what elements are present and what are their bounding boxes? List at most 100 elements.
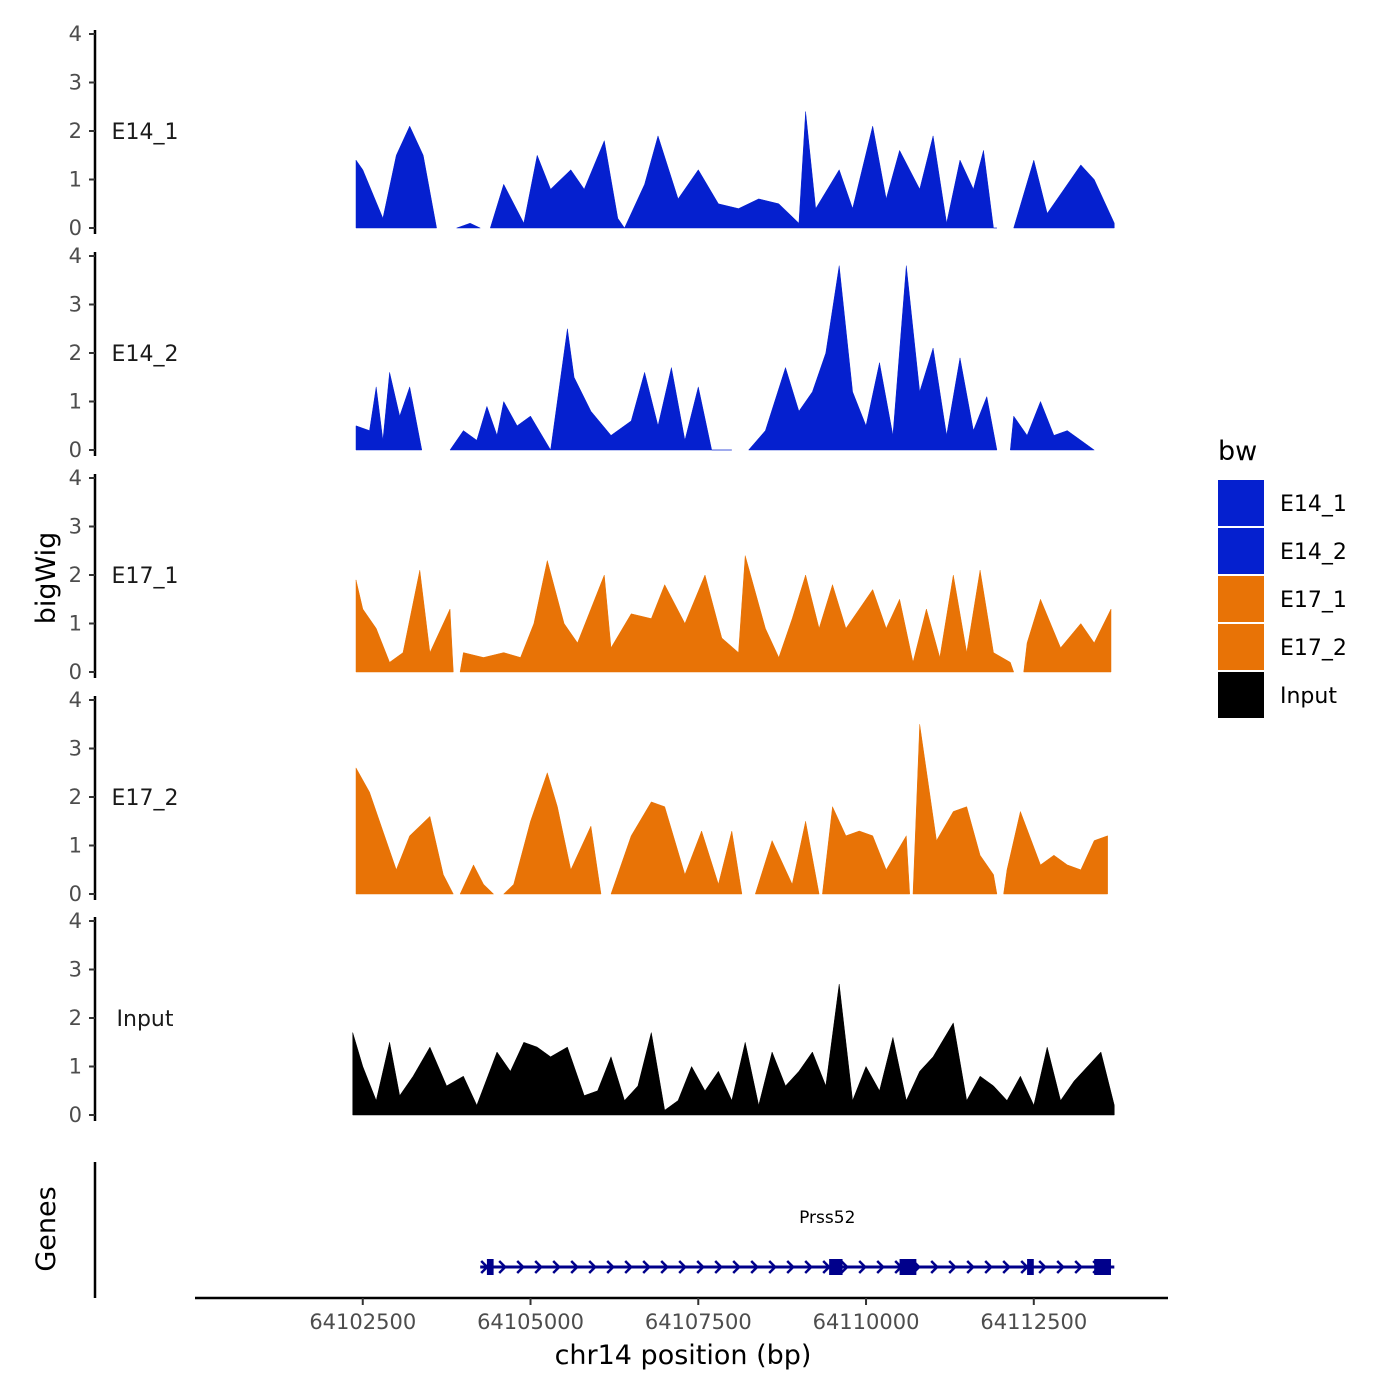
strand-arrow bbox=[516, 1260, 525, 1274]
strand-arrow bbox=[984, 1260, 993, 1274]
coverage-area bbox=[1013, 159, 1115, 229]
y-tick-label: 2 bbox=[69, 341, 82, 365]
x-tick-label: 64110000 bbox=[813, 1310, 920, 1334]
legend-label: E14_1 bbox=[1280, 492, 1347, 517]
y-tick-label: 4 bbox=[69, 466, 82, 490]
y-tick-label: 4 bbox=[69, 22, 82, 46]
gene-exon bbox=[1027, 1259, 1034, 1275]
coverage-area bbox=[503, 771, 602, 895]
strand-arrow bbox=[606, 1260, 615, 1274]
coverage-area bbox=[355, 125, 437, 229]
track-label: Input bbox=[117, 1007, 174, 1032]
strand-arrow bbox=[534, 1260, 543, 1274]
x-tick-label: 64112500 bbox=[980, 1310, 1087, 1334]
strand-arrow bbox=[714, 1260, 723, 1274]
coverage-area bbox=[355, 766, 454, 895]
x-tick-label: 64107500 bbox=[645, 1310, 752, 1334]
track-label: E14_1 bbox=[112, 120, 179, 145]
gene-track: Genes Prss52 bbox=[31, 1162, 1115, 1298]
legend-label: E17_2 bbox=[1280, 636, 1347, 661]
coverage-area bbox=[822, 805, 910, 895]
track-e14-2: 0 1 2 3 4 E14_2 bbox=[69, 244, 1095, 462]
strand-arrow bbox=[570, 1260, 579, 1274]
strand-arrow bbox=[642, 1260, 651, 1274]
gene-exon bbox=[899, 1259, 917, 1275]
strand-arrow bbox=[1038, 1260, 1047, 1274]
legend-label: E14_2 bbox=[1280, 540, 1347, 565]
y-tick-label: 2 bbox=[69, 563, 82, 587]
y-tick-label: 3 bbox=[69, 515, 82, 539]
legend-label: Input bbox=[1280, 684, 1337, 709]
coverage-area bbox=[610, 801, 743, 895]
strand-arrow bbox=[624, 1260, 633, 1274]
y-tick-label: 3 bbox=[69, 958, 82, 982]
coverage-area bbox=[459, 864, 495, 895]
legend-title: bw bbox=[1218, 436, 1257, 467]
track-label: E17_2 bbox=[112, 786, 179, 811]
y-tick-label: 1 bbox=[69, 612, 82, 636]
x-tick-label: 64105000 bbox=[477, 1310, 584, 1334]
coverage-area bbox=[489, 111, 997, 229]
legend-swatch bbox=[1218, 528, 1264, 574]
legend: bw E14_1 E14_2 E17_1 E17_2 Input bbox=[1218, 436, 1347, 718]
coverage-area bbox=[1023, 598, 1112, 673]
strand-arrow bbox=[786, 1260, 795, 1274]
x-tick-label: 64102500 bbox=[309, 1310, 416, 1334]
strand-arrow bbox=[948, 1260, 957, 1274]
coverage-area bbox=[456, 222, 481, 229]
strand-arrow bbox=[1002, 1260, 1011, 1274]
strand-arrow bbox=[498, 1260, 507, 1274]
coverage-area bbox=[912, 724, 998, 895]
strand-arrow bbox=[858, 1260, 867, 1274]
track-e14-1: 0 1 2 3 4 E14_1 bbox=[69, 22, 1115, 240]
y-tick-label: 0 bbox=[69, 216, 82, 240]
y-tick-label: 2 bbox=[69, 119, 82, 143]
strand-arrow bbox=[552, 1260, 561, 1274]
y-tick-label: 1 bbox=[69, 834, 82, 858]
gene-exon bbox=[1094, 1259, 1111, 1275]
track-input: 0 1 2 3 4 Input bbox=[69, 909, 1115, 1127]
strand-arrow bbox=[588, 1260, 597, 1274]
legend-swatch bbox=[1218, 624, 1264, 670]
y-tick-label: 1 bbox=[69, 168, 82, 192]
coverage-area bbox=[459, 555, 1015, 673]
legend-swatch bbox=[1218, 576, 1264, 622]
strand-arrow bbox=[876, 1260, 885, 1274]
y-tick-label: 3 bbox=[69, 737, 82, 761]
legend-swatch bbox=[1218, 480, 1264, 526]
y-tick-label: 2 bbox=[69, 785, 82, 809]
y-tick-label: 4 bbox=[69, 909, 82, 933]
x-axis-title: chr14 position (bp) bbox=[555, 1340, 812, 1371]
y-tick-label: 1 bbox=[69, 390, 82, 414]
y-tick-label: 0 bbox=[69, 882, 82, 906]
track-label: E17_1 bbox=[112, 564, 179, 589]
y-tick-label: 1 bbox=[69, 1055, 82, 1079]
strand-arrow bbox=[768, 1260, 777, 1274]
legend-label: E17_1 bbox=[1280, 588, 1347, 613]
track-label: E14_2 bbox=[112, 342, 179, 367]
y-axis-title: bigWig bbox=[31, 532, 62, 625]
y-tick-label: 0 bbox=[69, 660, 82, 684]
y-tick-label: 4 bbox=[69, 688, 82, 712]
y-tick-label: 2 bbox=[69, 1006, 82, 1030]
strand-arrow bbox=[1056, 1260, 1065, 1274]
strand-arrow bbox=[966, 1260, 975, 1274]
strand-arrow bbox=[840, 1260, 849, 1274]
track-e17-2: 0 1 2 3 4 E17_2 bbox=[69, 688, 1108, 906]
strand-arrow bbox=[696, 1260, 705, 1274]
strand-arrow bbox=[750, 1260, 759, 1274]
strand-arrow bbox=[804, 1260, 813, 1274]
coverage-area bbox=[1010, 400, 1095, 451]
coverage-area bbox=[352, 983, 1115, 1116]
y-tick-label: 3 bbox=[69, 293, 82, 317]
tracks-layer: 0 1 2 3 4 E14_1 0 1 2 3 4 E14_2 0 1 2 3 4 E17_1 0 1 2 3 4 E17_2… bbox=[69, 22, 1115, 1127]
y-tick-label: 0 bbox=[69, 1103, 82, 1127]
track-e17-1: 0 1 2 3 4 E17_1 bbox=[69, 466, 1112, 684]
y-tick-label: 0 bbox=[69, 438, 82, 462]
y-tick-label: 4 bbox=[69, 244, 82, 268]
gene-track-title: Genes bbox=[31, 1186, 62, 1271]
gene-name-label: Prss52 bbox=[799, 1208, 855, 1228]
strand-arrow bbox=[930, 1260, 939, 1274]
x-axis: 64102500 64105000 64107500 64110000 64112500 bbox=[195, 1296, 1168, 1334]
